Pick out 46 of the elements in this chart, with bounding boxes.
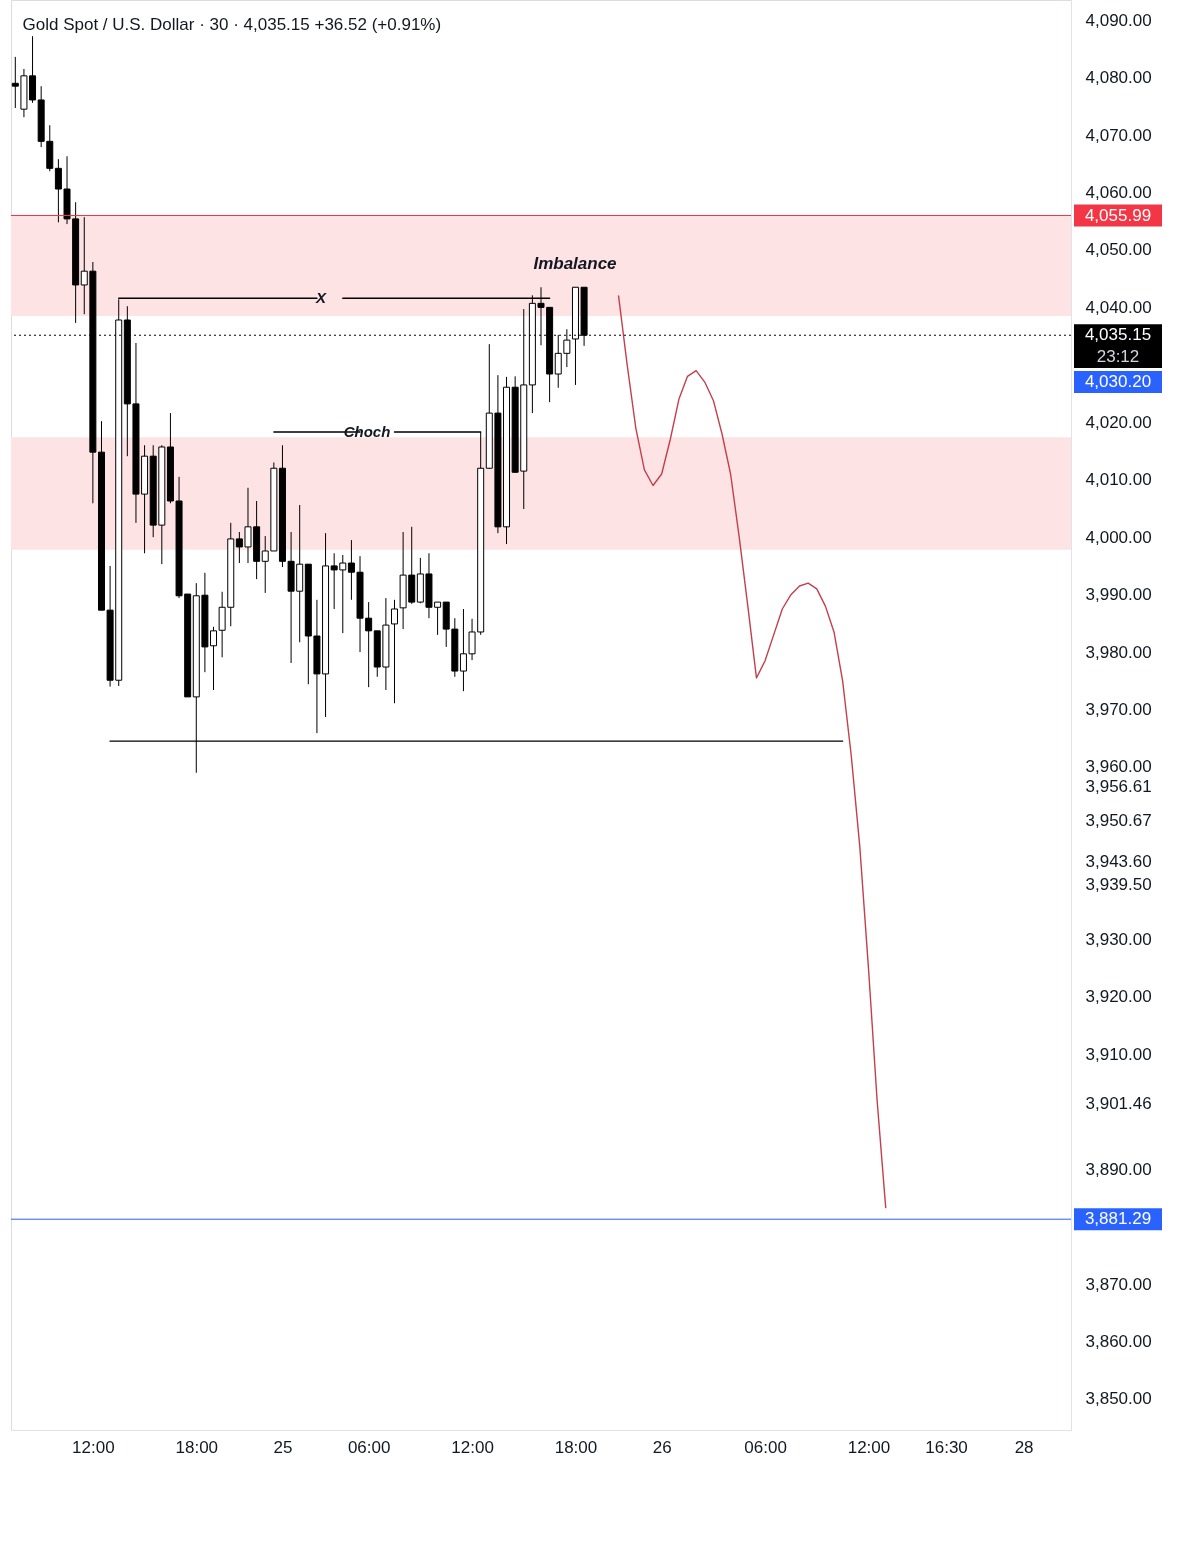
x-tick-label: 06:00 [347,1437,391,1457]
y-tick-label: 3,901.46 [1085,1093,1152,1113]
x-tick-label: 16:30 [925,1437,968,1457]
y-tick-label: 3,930.00 [1085,929,1152,949]
y-tick-label: 3,943.60 [1085,851,1152,871]
y-tick-label: 4,070.00 [1085,125,1152,145]
y-tick-label: 4,060.00 [1085,182,1152,202]
ref-line-label: 4,035.15 [1084,325,1152,345]
x-tick-label: 25 [273,1437,293,1457]
y-tick-label: 3,939.50 [1085,875,1152,895]
line-series [617,295,887,1209]
y-tick-label: 4,080.00 [1085,68,1152,88]
annotation: X [314,289,327,306]
y-tick-label: 4,040.00 [1085,297,1152,317]
ref-line-label: 4,055.99 [1084,205,1152,225]
x-tick-label: 06:00 [744,1437,787,1457]
y-tick-label: 4,090.00 [1085,10,1152,30]
annotation: Choch [343,423,391,440]
y-tick-label: 3,956.61 [1085,776,1152,796]
y-tick-label: 3,890.00 [1085,1159,1152,1179]
y-tick-label: 3,910.00 [1085,1044,1152,1064]
y-tick-label: 3,950.67 [1085,811,1152,831]
y-tick-label: 4,000.00 [1085,527,1152,547]
x-tick-label: 12:00 [72,1437,115,1457]
annotation: Imbalance [533,254,617,273]
y-tick-label: 4,010.00 [1085,470,1152,490]
x-tick-label: 18:00 [175,1437,219,1457]
y-tick-label: 4,050.00 [1085,240,1152,260]
y-tick-label: 4,020.00 [1085,412,1152,432]
x-tick-label: 12:00 [451,1437,494,1457]
text: 4,030.20 [1084,372,1152,391]
ref-line-label: 3,881.29 [1084,1209,1152,1229]
y-tick-label: 3,970.00 [1085,700,1152,720]
x-tick-label: 12:00 [847,1437,891,1457]
y-tick-label: 3,960.00 [1085,757,1152,777]
text: Gold Spot / U.S. Dollar · 30 · 4,035.15 +36.52 (+0.91%) [22,15,442,34]
y-tick-label: 3,860.00 [1085,1332,1152,1352]
y-tick-label: 3,920.00 [1085,987,1152,1007]
y-tick-label: 3,980.00 [1085,642,1152,662]
y-tick-label: 3,870.00 [1085,1274,1152,1294]
y-tick-label: 3,850.00 [1085,1389,1152,1409]
x-tick-label: 18:00 [554,1437,598,1457]
x-tick-label: 26 [652,1437,672,1457]
y-tick-label: 3,990.00 [1085,585,1152,605]
x-tick-label: 28 [1014,1437,1034,1457]
text: 23:12 [1096,347,1140,366]
